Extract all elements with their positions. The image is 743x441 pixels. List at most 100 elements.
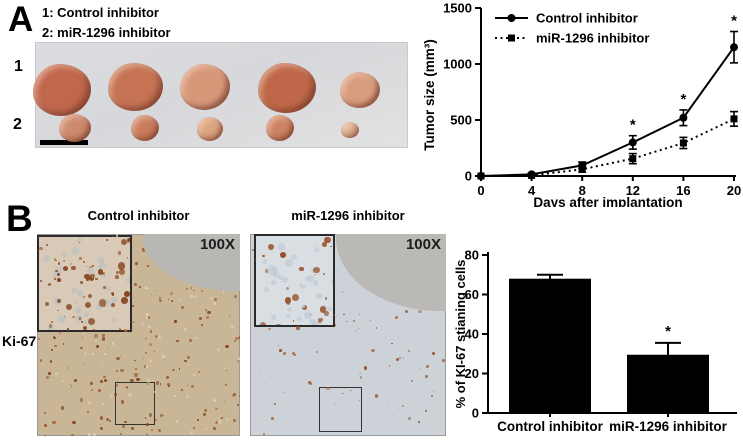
- cell-blob: [53, 271, 60, 278]
- stain-dot: [224, 345, 228, 349]
- stain-dot: [110, 302, 116, 308]
- stain-dot: [186, 384, 188, 387]
- stain-dot: [194, 337, 197, 340]
- stain-dot: [197, 419, 199, 421]
- stain-dot: [292, 351, 296, 355]
- stain-dot: [114, 393, 118, 397]
- cell-blob: [277, 274, 284, 281]
- stain-dot: [170, 300, 173, 302]
- stain-dot: [410, 379, 414, 382]
- stain-dot: [216, 348, 220, 351]
- stain-dot: [283, 352, 286, 355]
- stain-dot: [110, 393, 113, 397]
- stain-dot: [134, 262, 138, 266]
- stain-dot: [225, 417, 228, 421]
- stain-dot: [157, 335, 161, 339]
- stain-dot: [324, 296, 328, 300]
- stain-dot: [366, 418, 369, 421]
- stain-dot: [228, 314, 231, 317]
- stain-dot: [178, 368, 181, 370]
- stain-dot: [278, 349, 282, 352]
- stain-dot: [72, 420, 76, 425]
- stain-dot: [66, 328, 70, 332]
- ihc-inset-mir: [254, 234, 335, 327]
- stain-dot: [63, 265, 68, 271]
- stain-dot: [153, 350, 156, 353]
- stain-dot: [230, 324, 234, 329]
- svg-text:*: *: [680, 91, 686, 108]
- stain-dot: [224, 384, 227, 387]
- cell-blob: [74, 307, 82, 315]
- stain-dot: [424, 409, 427, 412]
- stain-dot: [354, 329, 357, 332]
- tumor-photo: [33, 42, 408, 148]
- cell-blob: [62, 252, 67, 257]
- stain-dot: [102, 272, 106, 276]
- stain-dot: [115, 275, 119, 279]
- stain-dot: [102, 253, 105, 256]
- stain-dot: [167, 299, 170, 301]
- stain-dot: [234, 294, 238, 298]
- stain-dot: [56, 245, 59, 247]
- stain-dot: [100, 379, 103, 383]
- stain-dot: [133, 266, 136, 269]
- svg-text:Control inhibitor: Control inhibitor: [497, 419, 603, 434]
- stain-dot: [143, 364, 147, 368]
- cell-blob: [58, 315, 66, 324]
- stain-dot: [268, 244, 275, 251]
- stain-dot: [145, 433, 148, 436]
- svg-text:8: 8: [579, 183, 586, 198]
- stain-dot: [237, 403, 240, 407]
- cell-blob: [99, 262, 107, 269]
- stain-dot: [341, 291, 344, 293]
- stain-dot: [142, 322, 145, 325]
- stain-dot: [76, 329, 81, 330]
- stain-dot: [167, 384, 171, 388]
- stain-dot: [236, 359, 240, 363]
- stain-dot: [53, 258, 57, 261]
- svg-text:1000: 1000: [443, 57, 472, 72]
- stain-dot: [238, 394, 240, 398]
- stain-dot: [174, 394, 177, 397]
- stain-dot: [105, 239, 108, 242]
- cell-blob: [310, 268, 316, 274]
- roi-box: [319, 387, 362, 432]
- tumor-blob: [180, 64, 230, 110]
- stain-dot: [404, 309, 408, 313]
- stain-dot: [418, 421, 420, 424]
- stain-dot: [149, 343, 153, 346]
- stain-dot: [346, 320, 348, 323]
- stain-dot: [80, 321, 83, 324]
- stain-dot: [48, 324, 53, 328]
- stain-dot: [286, 286, 290, 290]
- stain-dot: [78, 241, 80, 244]
- stain-dot: [259, 338, 261, 340]
- stain-dot: [98, 299, 107, 307]
- stain-dot: [407, 349, 411, 352]
- stain-dot: [148, 325, 151, 329]
- stain-dot: [235, 336, 239, 341]
- stain-dot: [52, 376, 55, 379]
- stain-dot: [89, 381, 94, 385]
- stain-dot: [191, 385, 195, 389]
- stain-dot: [132, 305, 134, 307]
- stain-dot: [85, 302, 92, 309]
- stain-dot: [41, 255, 46, 259]
- stain-dot: [315, 350, 318, 354]
- stain-dot: [44, 434, 47, 436]
- stain-dot: [309, 313, 311, 316]
- stain-dot: [92, 265, 95, 268]
- photo-row-label-2: 2: [13, 116, 22, 133]
- cell-blob: [268, 265, 275, 272]
- stain-dot: [259, 321, 266, 325]
- cell-blob: [43, 255, 50, 262]
- stain-dot: [134, 373, 138, 377]
- stain-dot: [85, 277, 89, 281]
- svg-text:Tumor size (mm³): Tumor size (mm³): [422, 39, 437, 151]
- cell-blob: [71, 247, 79, 255]
- cell-blob: [303, 311, 312, 320]
- stain-dot: [300, 283, 302, 285]
- stain-dot: [320, 317, 324, 321]
- stain-dot: [53, 337, 56, 340]
- stain-dot: [57, 262, 61, 266]
